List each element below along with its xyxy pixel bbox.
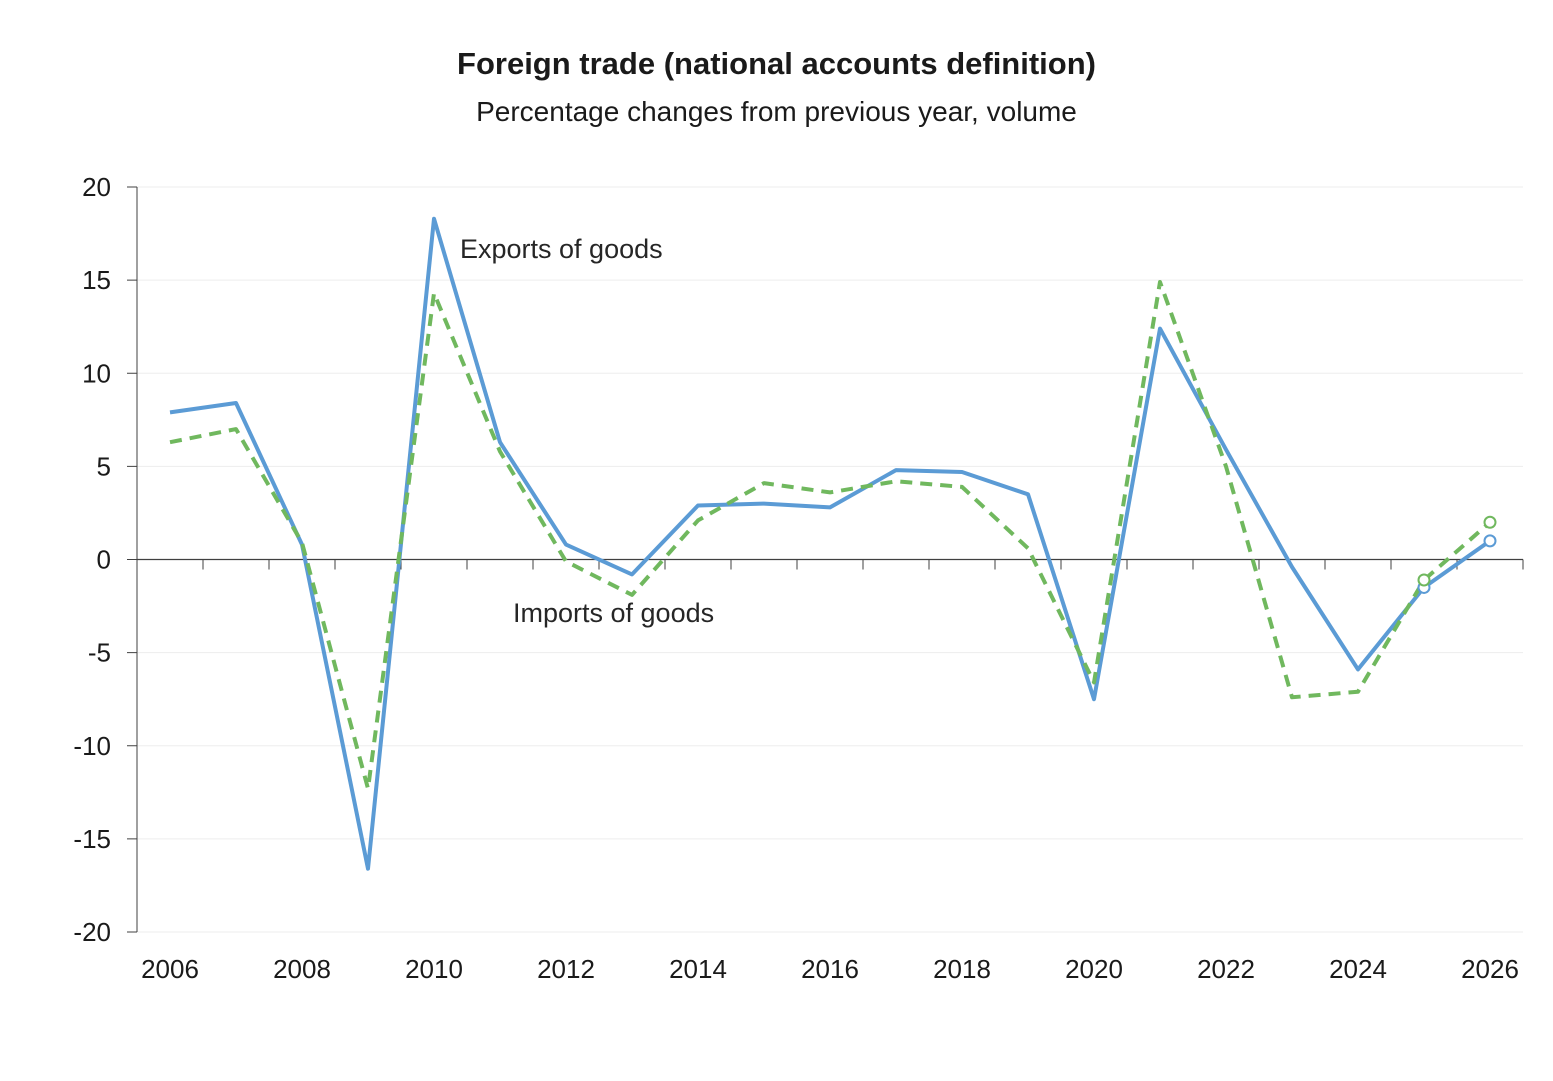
y-tick-label-3: 5 bbox=[97, 451, 111, 481]
x-tick-label-2010: 2010 bbox=[405, 954, 463, 984]
annotation-imports-of-goods: Imports of goods bbox=[513, 598, 714, 628]
series-group bbox=[169, 216, 1497, 871]
x-tick-label-2014: 2014 bbox=[669, 954, 727, 984]
series-line-exports-of-goods bbox=[169, 216, 1492, 871]
x-tick-label-2012: 2012 bbox=[537, 954, 595, 984]
annotation-exports-of-goods: Exports of goods bbox=[460, 234, 663, 264]
chart-title: Foreign trade (national accounts definit… bbox=[457, 46, 1096, 81]
y-tick-label-4: 0 bbox=[97, 545, 111, 575]
x-axis-tick-labels: 2006 2008 2010 2012 2014 2016 2018 2020 2022 2024… bbox=[141, 954, 1519, 984]
x-tick-label-2006: 2006 bbox=[141, 954, 199, 984]
y-tick-label-6: -10 bbox=[73, 731, 111, 761]
y-tick-label-2: 10 bbox=[82, 358, 111, 388]
x-tick-label-2024: 2024 bbox=[1329, 954, 1387, 984]
x-tick-label-2018: 2018 bbox=[933, 954, 991, 984]
series-line-imports-of-goods bbox=[169, 280, 1492, 791]
y-tick-label-8: -20 bbox=[73, 917, 111, 947]
x-tick-label-2022: 2022 bbox=[1197, 954, 1255, 984]
y-tick-label-5: -5 bbox=[88, 638, 111, 668]
y-tick-label-1: 15 bbox=[82, 265, 111, 295]
y-axis-tick-labels: 20 15 10 5 0 -5 -10 -15 -20 bbox=[73, 172, 111, 947]
x-tick-label-2008: 2008 bbox=[273, 954, 331, 984]
chart-subtitle: Percentage changes from previous year, v… bbox=[476, 96, 1077, 127]
y-tick-label-7: -15 bbox=[73, 824, 111, 854]
x-tick-label-2016: 2016 bbox=[801, 954, 859, 984]
y-tick-label-0: 20 bbox=[82, 172, 111, 202]
forecast-marker-imports-of-goods-2025 bbox=[1417, 573, 1431, 587]
x-tick-label-2026: 2026 bbox=[1461, 954, 1519, 984]
grid-lines bbox=[137, 186, 1523, 933]
axes bbox=[127, 186, 1524, 933]
forecast-marker-imports-of-goods-2026 bbox=[1483, 515, 1497, 529]
forecast-marker-exports-of-goods-2026 bbox=[1483, 534, 1497, 548]
x-tick-label-2020: 2020 bbox=[1065, 954, 1123, 984]
